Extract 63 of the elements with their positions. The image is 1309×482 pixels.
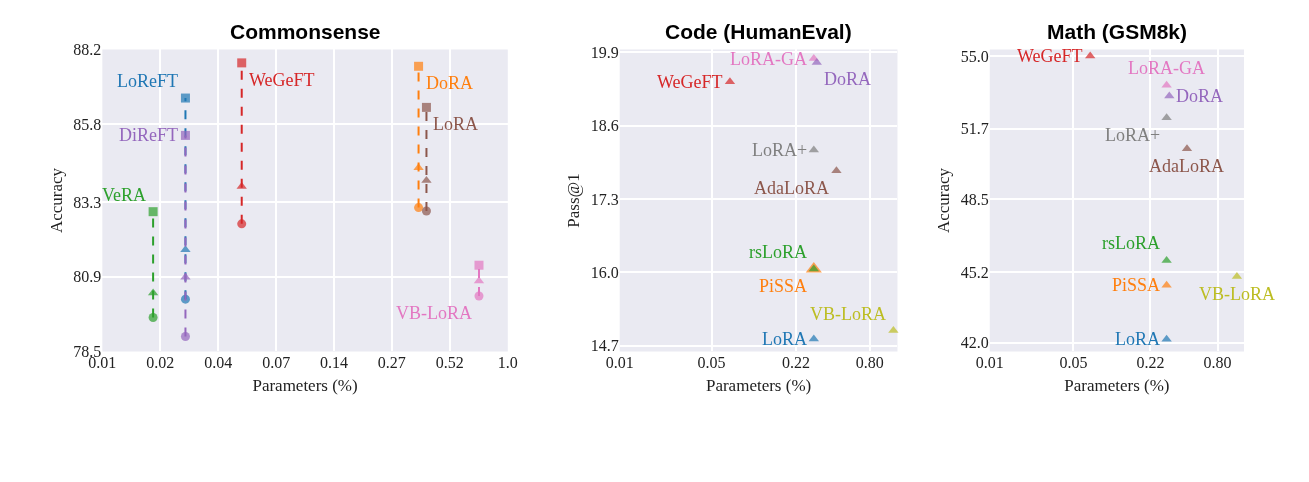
y-tick-label: 83.3 [73,193,102,211]
series-label: AdaLoRA [754,178,829,198]
y-tick-label: 88.2 [73,41,102,59]
y-tick-label: 80.9 [73,268,102,286]
series-label: WeGeFT [657,72,723,92]
y-tick-label: 16.0 [590,264,619,282]
x-tick-label: 0.80 [1203,354,1232,372]
series-label: DoRA [1176,86,1224,106]
series-label: DoRA [824,69,872,89]
series-label: rsLoRA [1102,233,1160,253]
y-tick-label: 51.7 [960,120,989,138]
x-tick-label: 0.80 [855,354,884,372]
series-label: VB-LoRA [1199,284,1275,304]
x-tick-label: 0.14 [320,354,349,372]
x-axis-title: Parameters (%) [705,375,812,395]
x-tick-label: 0.52 [435,354,464,372]
series-label: PiSSA [1112,275,1161,295]
y-tick-label: 45.2 [960,263,989,281]
y-tick-label: 19.9 [590,43,619,61]
y-axis-title: Accuracy [46,167,66,234]
series-label: LoRA+ [752,140,808,160]
series-label: LoRA+ [1105,125,1161,145]
series-label: LoReFT [117,71,178,91]
x-tick-label: 0.27 [377,354,406,372]
series-label: VB-LoRA [810,304,886,324]
series-label: VeRA [102,185,146,205]
chart-title: Code (HumanEval) [665,20,852,43]
x-tick-label: 0.01 [975,354,1004,372]
series-label: WeGeFT [1017,46,1083,66]
y-tick-label: 18.6 [590,117,619,135]
x-axis-title: Parameters (%) [1064,375,1170,395]
chart-title: Math (GSM8k) [1047,20,1188,43]
x-tick-label: 0.01 [605,354,634,372]
x-tick-label: 0.04 [204,354,233,372]
series-label: AdaLoRA [1149,156,1224,176]
x-tick-label: 1.0 [497,354,518,372]
y-tick-label: 85.8 [73,115,102,133]
x-tick-label: 0.22 [1136,354,1165,372]
series-label: DoRA [426,73,474,93]
series-label: LoRA-GA [1128,58,1205,78]
y-axis-title: Pass@1 [564,173,584,228]
y-axis-title: Accuracy [934,167,954,234]
x-tick-label: 0.22 [782,354,811,372]
x-tick-label: 0.05 [1059,354,1088,372]
series-label: LoRA [433,114,478,134]
x-tick-label: 0.05 [697,354,726,372]
series-label: LoRA [1115,329,1160,349]
x-tick-label: 0.02 [146,354,175,372]
x-tick-label: 0.07 [262,354,291,372]
series-label: WeGeFT [249,70,315,90]
y-tick-label: 55.0 [960,47,989,65]
y-tick-label: 48.5 [960,190,989,208]
chart-title: Commonsense [230,20,381,43]
series-label: LoRA [762,329,807,349]
series-label: rsLoRA [749,242,807,262]
series-label: DiReFT [119,125,179,145]
series-label: VB-LoRA [396,303,472,323]
y-tick-label: 14.7 [590,337,619,355]
y-tick-label: 17.3 [590,190,619,208]
x-axis-title: Parameters (%) [252,375,358,395]
series-label: PiSSA [759,276,808,296]
y-tick-label: 42.0 [960,334,989,352]
series-label: LoRA-GA [730,49,807,69]
